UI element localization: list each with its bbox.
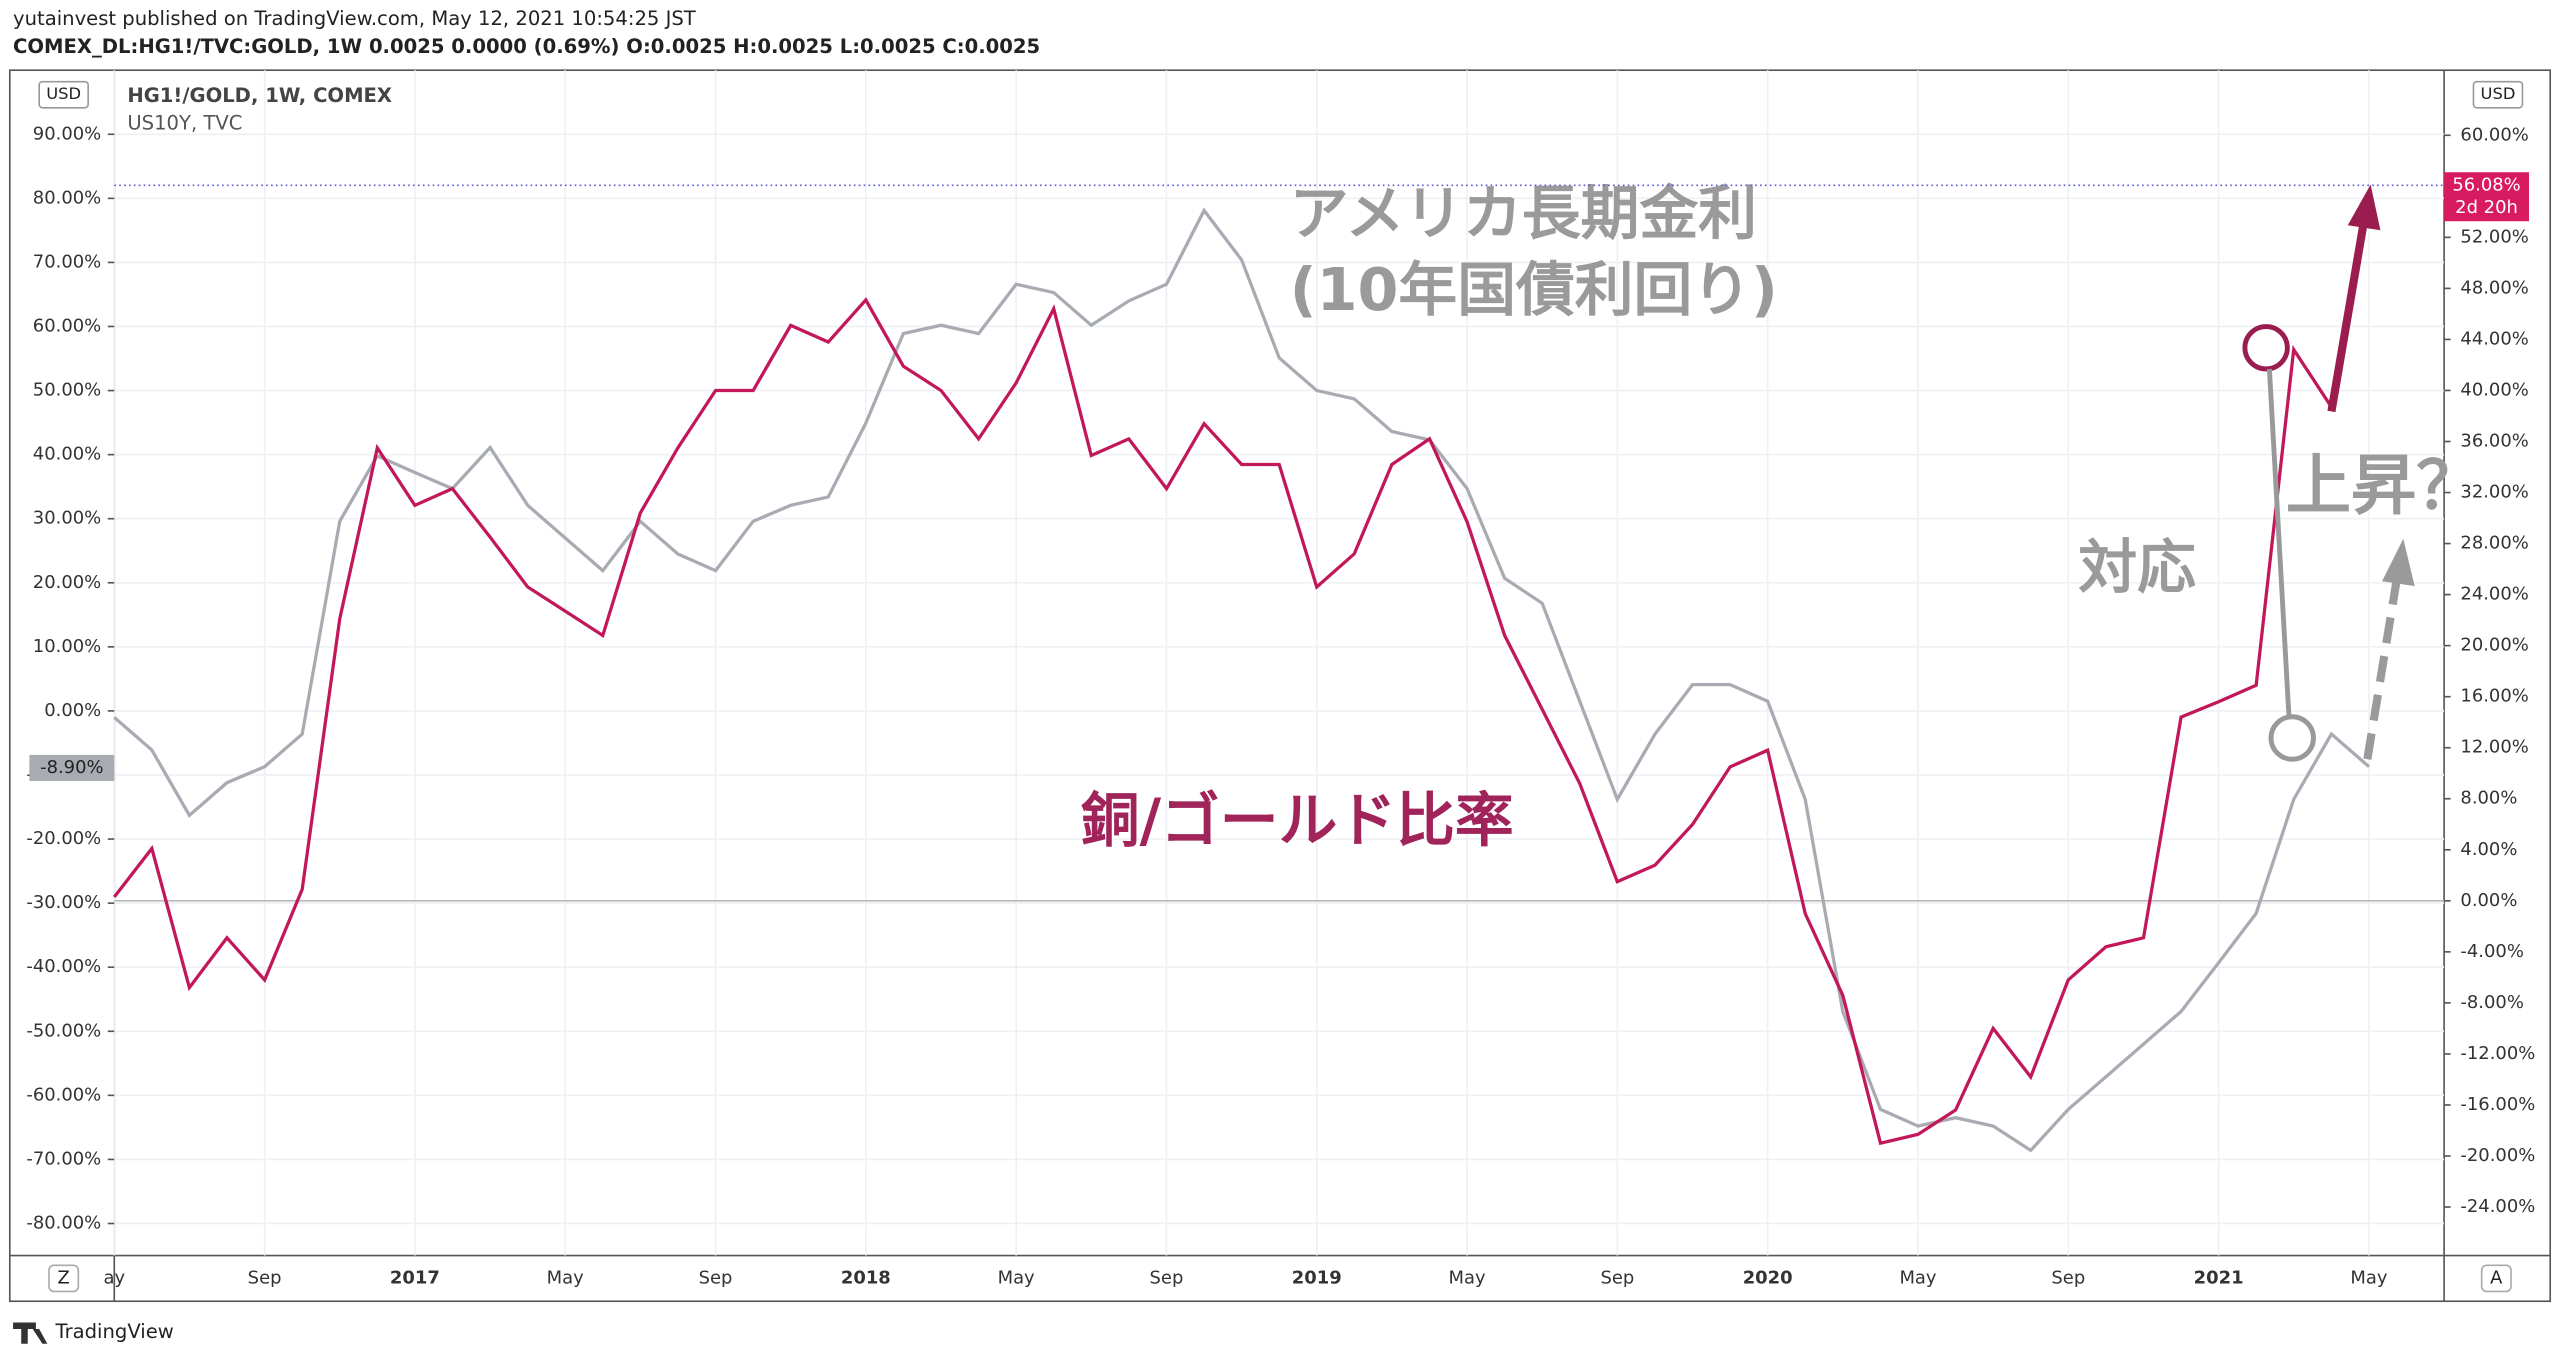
- frame: [8, 69, 2552, 1303]
- x-tick-label: May: [547, 1267, 584, 1288]
- last-value-badge: [29, 754, 115, 782]
- y-tick-label: 50.00%: [33, 380, 101, 401]
- arrow: [2363, 578, 2401, 760]
- annotation: 上昇？: [2286, 448, 2482, 524]
- currency: USD: [2481, 84, 2516, 103]
- legend-entry: US10Y, TVC: [127, 112, 242, 135]
- x-tick-label: 2018: [841, 1267, 891, 1288]
- x-tick-label: Sep: [2051, 1267, 2085, 1288]
- y2-tick-label: -16.00%: [2460, 1094, 2535, 1115]
- y-tick-label: 30.00%: [33, 508, 101, 529]
- y-tick-label: -80.00%: [26, 1212, 101, 1233]
- y2-tick-label: 40.00%: [2460, 379, 2528, 400]
- y-tick-label: 10.00%: [33, 636, 101, 657]
- y2-tick-label: -12.00%: [2460, 1043, 2535, 1064]
- x-tick-label: May: [2350, 1267, 2387, 1288]
- annotation: アメリカ長期金利: [1290, 178, 1757, 247]
- y2-tick-label: -20.00%: [2460, 1145, 2535, 1166]
- button-label: A: [2490, 1267, 2503, 1288]
- button-label: Z: [58, 1267, 70, 1288]
- x-tick-label: 2021: [2194, 1267, 2244, 1288]
- button[interactable]: [48, 1264, 80, 1293]
- y2-tick-label: 8.00%: [2460, 788, 2517, 809]
- currency-badge[interactable]: [2472, 80, 2524, 109]
- x-tick-label: 2019: [1292, 1267, 1342, 1288]
- x-tick-label: 2017: [390, 1267, 440, 1288]
- x-tick-label: 2020: [1743, 1267, 1793, 1288]
- x-tick-label: Sep: [248, 1267, 282, 1288]
- y-tick-label: 20.00%: [33, 572, 101, 593]
- y2-tick-label: 16.00%: [2460, 686, 2528, 707]
- arrow-head: [2382, 538, 2415, 587]
- logo: [13, 1322, 48, 1344]
- y-tick-label: 80.00%: [33, 187, 101, 208]
- brand: TradingView: [55, 1320, 174, 1343]
- y-tick-label: -20.00%: [26, 828, 101, 849]
- x-tick-label: Sep: [1600, 1267, 1634, 1288]
- last-value-badge: [2444, 172, 2529, 222]
- y-tick-label: 0.00%: [44, 700, 101, 721]
- currency-badge[interactable]: [38, 80, 89, 109]
- highlight-circle: [2242, 324, 2290, 372]
- y2-tick-label: 24.00%: [2460, 584, 2528, 605]
- legend-entry: HG1!/GOLD, 1W, COMEX: [127, 84, 392, 107]
- countdown: 2d 20h: [2455, 197, 2518, 218]
- y-tick-label: -30.00%: [26, 892, 101, 913]
- series-line: [112, 193, 2371, 1146]
- y-tick-label: 40.00%: [33, 444, 101, 465]
- series-line: [113, 207, 2371, 1153]
- y-tick-label: -50.00%: [26, 1020, 101, 1041]
- x-tick-label: May: [998, 1267, 1035, 1288]
- y2-tick-label: 36.00%: [2460, 430, 2528, 451]
- y2-tick-label: 12.00%: [2460, 737, 2528, 758]
- x-tick-label: May: [1899, 1267, 1936, 1288]
- connector: [2266, 368, 2292, 717]
- arrow: [2327, 219, 2369, 413]
- y2-tick-label: 48.00%: [2460, 277, 2528, 298]
- y-tick-label: 60.00%: [33, 315, 101, 336]
- x-tick-label: ay: [103, 1267, 125, 1288]
- y2-tick-label: 60.00%: [2460, 124, 2528, 145]
- last-value-label: -8.90%: [40, 757, 103, 778]
- annotation: (10年国債利回り): [1290, 255, 1778, 324]
- currency: USD: [46, 84, 81, 103]
- y2-tick-label: 20.00%: [2460, 635, 2528, 656]
- y-tick-label: -40.00%: [26, 956, 101, 977]
- y-tick-label: -70.00%: [26, 1148, 101, 1169]
- x-tick-label: Sep: [1150, 1267, 1184, 1288]
- y2-tick-label: 52.00%: [2460, 226, 2528, 247]
- annotation: 対応: [2078, 533, 2196, 602]
- last-value-label: 56.08%: [2452, 174, 2520, 195]
- x-tick-label: Sep: [699, 1267, 733, 1288]
- y-tick-label: -60.00%: [26, 1084, 101, 1105]
- y2-tick-label: -4.00%: [2460, 941, 2523, 962]
- y2-tick-label: -8.00%: [2460, 992, 2523, 1013]
- y2-tick-label: 32.00%: [2460, 482, 2528, 503]
- symbol-line: COMEX_DL:HG1!/TVC:GOLD, 1W 0.0025 0.0000…: [13, 35, 1040, 58]
- y-tick-label: 70.00%: [33, 251, 101, 272]
- y2-tick-label: 44.00%: [2460, 328, 2528, 349]
- y-tick-label: 90.00%: [33, 123, 101, 144]
- x-tick-label: May: [1449, 1267, 1486, 1288]
- arrow-head: [2347, 184, 2381, 231]
- y2-tick-label: -24.00%: [2460, 1196, 2535, 1217]
- y2-tick-label: 4.00%: [2460, 839, 2517, 860]
- y2-tick-label: 28.00%: [2460, 533, 2528, 554]
- highlight-circle: [2268, 714, 2316, 762]
- button[interactable]: [2480, 1264, 2512, 1293]
- y2-tick-label: 0.00%: [2460, 890, 2517, 911]
- annotation: 銅/ゴールド比率: [1081, 786, 1514, 855]
- publisher: yutainvest published on TradingView.com,…: [13, 7, 697, 30]
